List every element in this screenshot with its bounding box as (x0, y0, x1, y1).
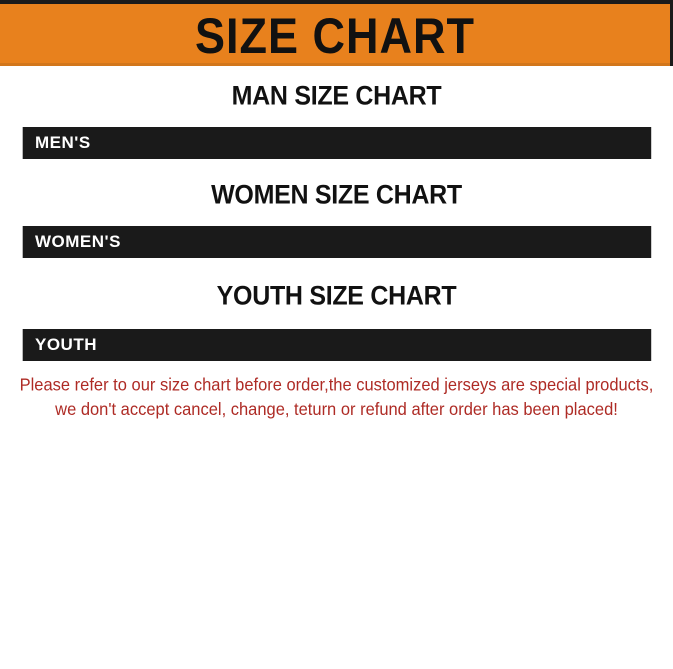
man-section-title: MAN SIZE CHART (231, 81, 442, 111)
footer-line-1: Please refer to our size chart before or… (19, 375, 654, 395)
footer-line-2: we don't accept cancel, change, teturn o… (55, 400, 618, 419)
youth-table-head: YOUTH (23, 329, 651, 361)
youth-section-title: YOUTH SIZE CHART (216, 281, 457, 311)
page-title: SIZE CHART (195, 6, 475, 64)
man-header-label: MEN'S (35, 133, 91, 152)
youth-header-label: YOUTH (35, 335, 97, 354)
women-size-table: WOMEN'S (23, 226, 651, 258)
man-header-row: MEN'S (23, 127, 651, 159)
youth-size-table-wrapper: YOUTH (22, 329, 652, 361)
page-banner: SIZE CHART (0, 4, 673, 66)
footer-disclaimer: Please refer to our size chart before or… (0, 374, 673, 422)
man-size-table-wrapper: MEN'S (22, 127, 652, 159)
women-table-head: WOMEN'S (23, 226, 651, 258)
youth-header-row: YOUTH (23, 329, 651, 361)
top-dark-bar (0, 0, 673, 4)
man-size-table: MEN'S (23, 127, 651, 159)
women-size-table-wrapper: WOMEN'S (22, 226, 652, 258)
youth-size-table: YOUTH (23, 329, 651, 361)
women-section-title: WOMEN SIZE CHART (211, 180, 462, 210)
women-header-row: WOMEN'S (23, 226, 651, 258)
man-table-head: MEN'S (23, 127, 651, 159)
women-header-label: WOMEN'S (35, 232, 121, 251)
